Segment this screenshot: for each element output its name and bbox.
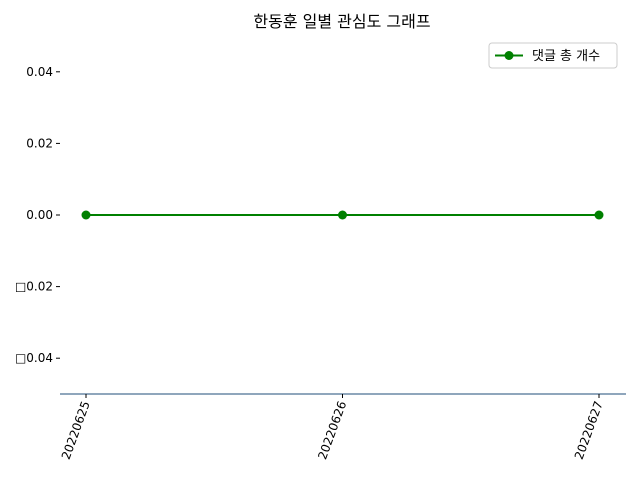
x-axis: 20220625 20220626 20220627 [59,394,626,461]
x-tick-label: 20220626 [315,399,349,461]
y-tick-label: □0.04 [15,351,53,365]
x-tick-label: 20220625 [59,399,93,461]
y-tick-label: 0.02 [26,136,53,150]
legend-marker-swatch [505,51,514,60]
legend: 댓글 총 개수 [489,43,617,68]
data-point [82,211,91,220]
chart-title: 한동훈 일별 관심도 그래프 [253,12,430,31]
y-tick-label: □0.02 [15,280,53,294]
data-point [595,211,604,220]
y-tick-label: 0.00 [26,208,53,222]
legend-label: 댓글 총 개수 [532,49,600,64]
series-layer [82,211,604,220]
x-tick-label: 20220627 [572,399,606,461]
data-point [338,211,347,220]
y-axis: 0.04 0.02 0.00 □0.02 □0.04 [15,65,60,365]
y-tick-label: 0.04 [26,65,53,79]
